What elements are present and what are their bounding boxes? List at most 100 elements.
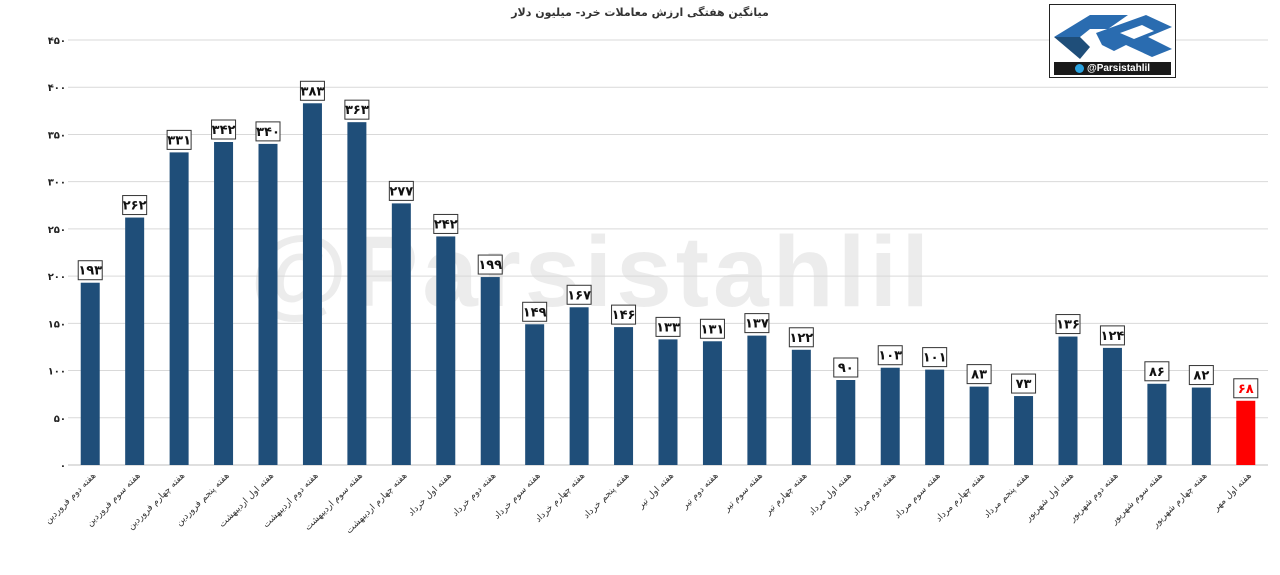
data-label-box [655, 316, 681, 337]
bar [347, 122, 367, 466]
data-label-text: ۲۶۲ [123, 199, 147, 214]
data-label-box [566, 284, 592, 305]
data-label-text: ۱۲۲ [789, 331, 813, 346]
data-label: ۲۴۲ [433, 213, 459, 234]
data-label-box [744, 313, 770, 334]
data-label-box [1144, 361, 1170, 382]
data-label-text: ۳۸۳ [301, 84, 325, 99]
data-label: ۲۶۲ [122, 195, 148, 216]
data-label: ۳۶۳ [344, 99, 370, 120]
data-label: ۱۲۲ [788, 327, 814, 348]
y-tick-label: ۰ [60, 461, 66, 472]
parsistahlil-logo-icon [1054, 15, 1172, 59]
data-label-box [77, 260, 103, 281]
data-label: ۷۳ [1011, 373, 1037, 394]
bar [480, 277, 500, 465]
data-label-box [1188, 365, 1214, 386]
data-label-text: ۱۴۹ [523, 305, 547, 320]
data-label-box [255, 121, 281, 142]
bar [1102, 347, 1122, 465]
bar [125, 217, 145, 465]
x-tick-label: هفته اول تیر [636, 471, 677, 512]
y-tick-label: ۵۰ [54, 414, 66, 425]
data-label-box [344, 99, 370, 120]
bar [1236, 400, 1256, 465]
data-label-box [877, 345, 903, 366]
bar [302, 103, 322, 466]
y-axis-ticks: ۰ ۵۰ ۱۰۰ ۱۵۰ ۲۰۰ ۲۵۰ ۳۰۰ ۳۵۰ ۴۰۰ ۴۵۰ [48, 36, 66, 472]
data-label-box [477, 254, 503, 275]
data-label-box [433, 213, 459, 234]
bar [614, 327, 634, 465]
data-label-text: ۱۶۷ [567, 288, 591, 303]
x-tick-label: هفته اول مهر [1211, 471, 1254, 514]
data-label: ۱۳۷ [744, 313, 770, 334]
bar [925, 369, 945, 465]
x-tick-label: هفته دوم تیر [680, 471, 721, 512]
x-tick-label: هفته پنجم خرداد [582, 471, 632, 521]
data-label-box [211, 119, 237, 140]
x-tick-label: هفته دوم مرداد [851, 471, 898, 518]
data-label: ۱۳۶ [1055, 314, 1081, 335]
data-label-text: ۱۳۱ [701, 322, 725, 337]
bar [80, 282, 100, 465]
data-label: ۱۰۳ [877, 345, 903, 366]
chart-title: میانگین هفتگی ارزش معاملات خرد- میلیون د… [511, 6, 769, 19]
data-label-text: ۸۳ [971, 368, 987, 383]
logo: @Parsistahlil [1049, 4, 1176, 78]
data-label-text: ۱۴۶ [612, 308, 636, 323]
data-label-text: ۱۲۴ [1101, 329, 1125, 344]
data-label-box [1233, 378, 1259, 399]
data-label: ۳۳۱ [166, 129, 192, 150]
bar [836, 380, 856, 465]
data-label: ۱۴۶ [611, 304, 637, 325]
data-label: ۹۰ [833, 357, 859, 378]
data-label-box [1055, 314, 1081, 335]
logo-handle: @Parsistahlil [1086, 63, 1151, 74]
bar [791, 349, 811, 465]
data-label: ۱۴۹ [522, 301, 548, 322]
bar [1147, 383, 1167, 465]
data-label-box [833, 357, 859, 378]
data-label-text: ۳۴۲ [212, 123, 236, 138]
bar [525, 324, 545, 465]
bar [569, 307, 589, 465]
bar [391, 203, 411, 465]
data-label-text: ۳۳۱ [167, 133, 191, 148]
data-label-text: ۸۶ [1149, 365, 1165, 380]
bars [80, 103, 1256, 466]
data-label-text: ۱۰۳ [878, 349, 902, 364]
data-label-box [122, 195, 148, 216]
bar [436, 236, 456, 465]
telegram-icon [1074, 64, 1084, 73]
y-tick-label: ۲۵۰ [48, 225, 66, 236]
data-label: ۸۲ [1188, 365, 1214, 386]
data-label-text: ۶۸ [1238, 382, 1254, 397]
data-labels: ۱۹۳ ۲۶۲ ۳۳۱ ۳۴۲ ۳۴۰ ۳۸۳ ۳۶۳ ۲۷۷ ۲۴۲ ۱۹۹ ۱۴۹ ۱۶۷ ۱۴۶ ۱… [77, 80, 1259, 399]
data-label-text: ۱۳۶ [1056, 318, 1080, 333]
data-label: ۱۰۱ [922, 347, 948, 368]
x-tick-label: هفته سوم خرداد [492, 471, 543, 522]
x-tick-label: هفته اول خرداد [407, 471, 455, 519]
bar [702, 341, 722, 465]
data-label-text: ۱۰۱ [923, 351, 947, 366]
x-tick-label: هفته سوم تیر [722, 471, 766, 515]
bar [1058, 336, 1078, 465]
bar [1191, 387, 1211, 465]
data-label: ۱۲۴ [1099, 325, 1125, 346]
data-label: ۸۳ [966, 364, 992, 385]
bar [880, 367, 900, 465]
data-label-box [788, 327, 814, 348]
data-label-box [299, 80, 325, 101]
y-tick-label: ۲۰۰ [48, 272, 66, 283]
data-label-text: ۱۹۹ [478, 258, 502, 273]
data-label-text: ۳۴۰ [256, 125, 280, 140]
x-tick-label: هفته چهارم تیر [763, 471, 810, 518]
data-label: ۱۹۹ [477, 254, 503, 275]
y-tick-label: ۱۰۰ [48, 367, 66, 378]
x-tick-label: هفته اول مرداد [807, 471, 854, 518]
data-label-text: ۲۷۷ [389, 184, 413, 199]
